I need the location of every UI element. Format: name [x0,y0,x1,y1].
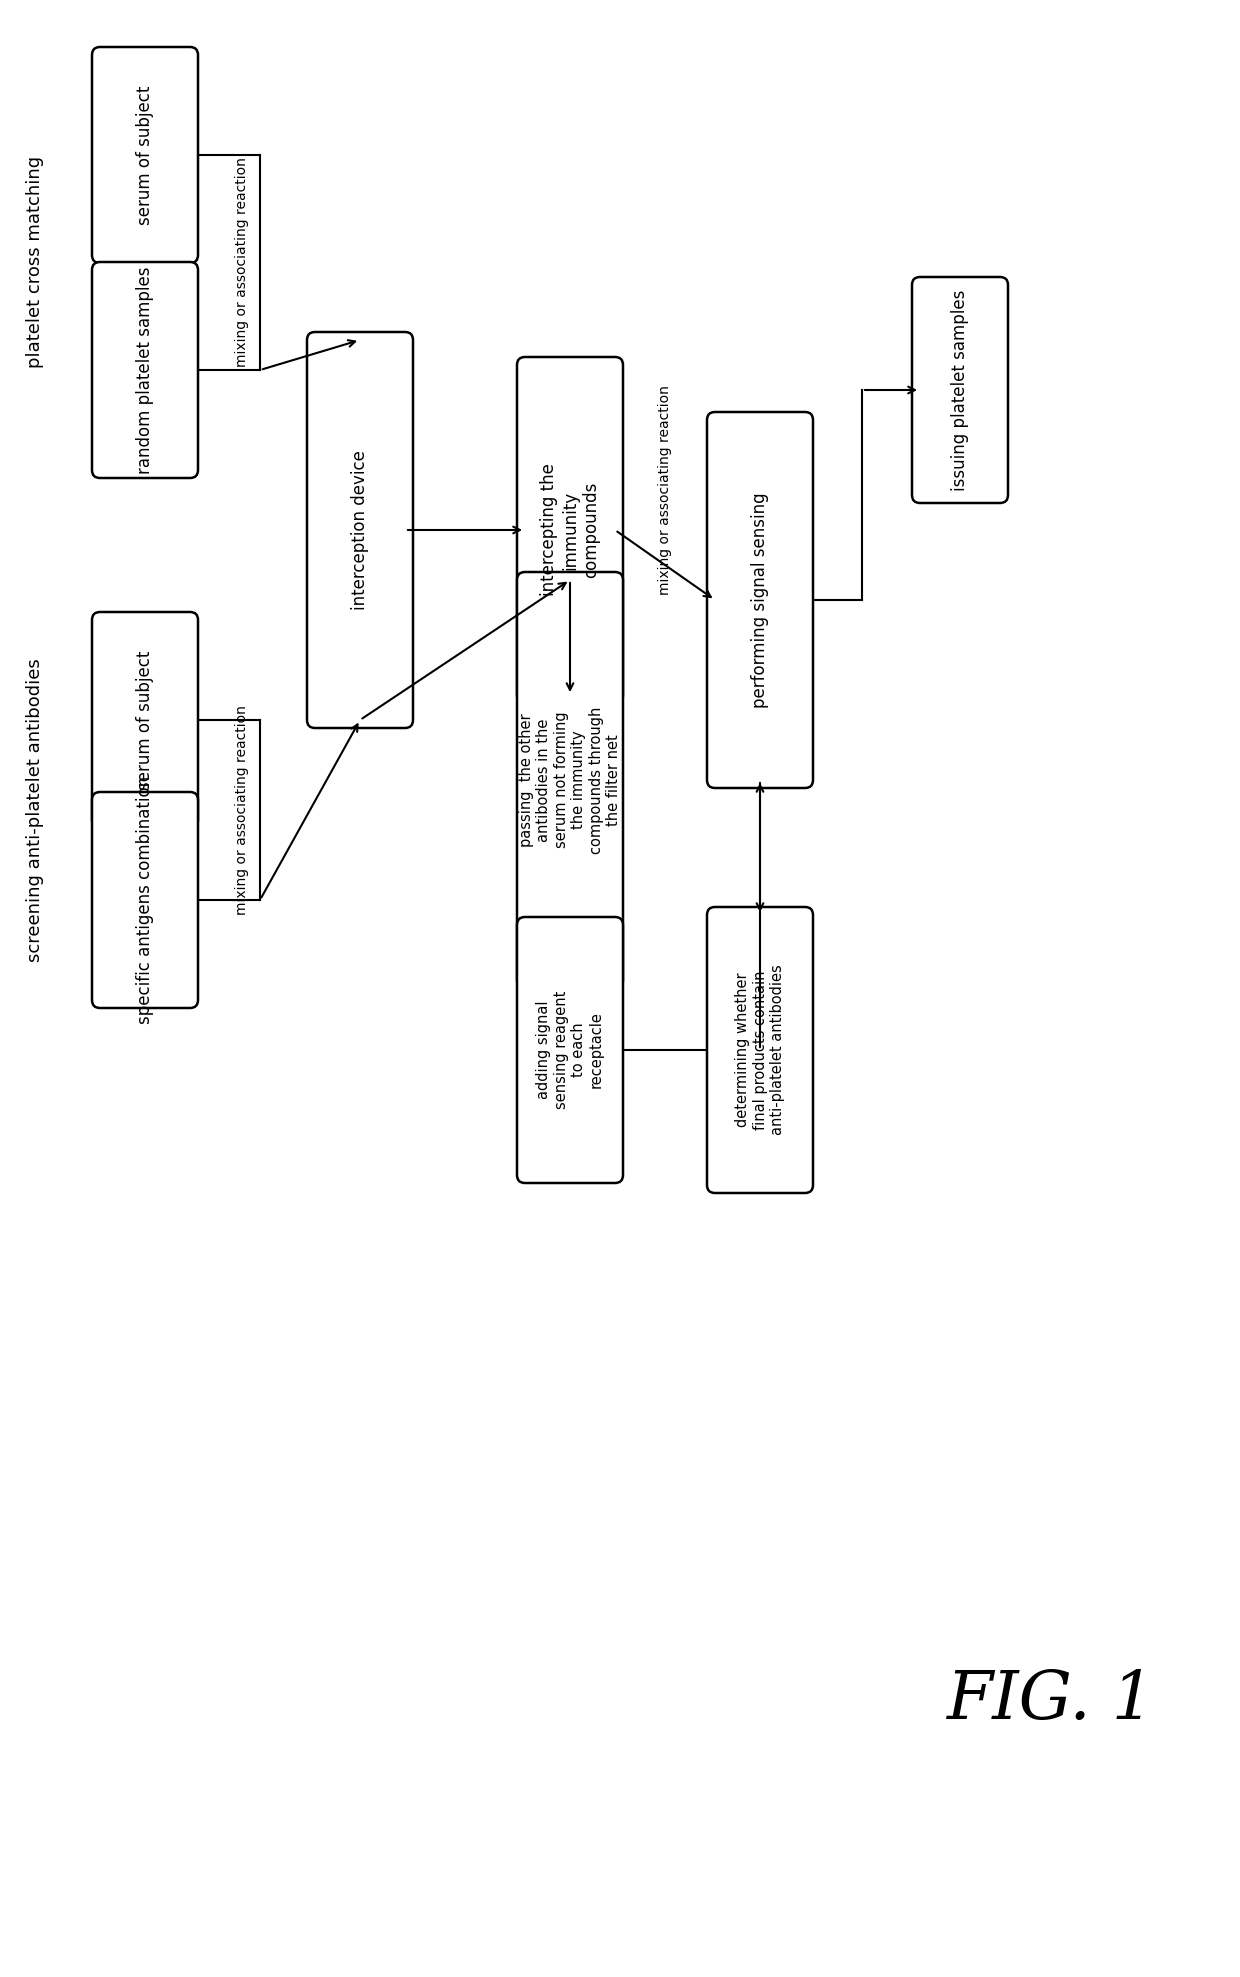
Text: performing signal sensing: performing signal sensing [751,492,769,708]
FancyBboxPatch shape [92,793,198,1008]
Text: mixing or associating reaction: mixing or associating reaction [236,156,249,368]
Text: serum of subject: serum of subject [136,650,154,789]
Text: adding signal
sensing reagent
to each
receptacle: adding signal sensing reagent to each re… [537,990,604,1109]
Text: specific antigens combination: specific antigens combination [136,775,154,1024]
Text: determining whether
final products contain
anti-platelet antibodies: determining whether final products conta… [735,965,785,1135]
FancyBboxPatch shape [308,332,413,728]
FancyBboxPatch shape [517,358,622,704]
Text: serum of subject: serum of subject [136,85,154,225]
Text: interception device: interception device [351,451,370,611]
Text: FIG. 1: FIG. 1 [946,1667,1154,1732]
FancyBboxPatch shape [517,571,622,988]
FancyBboxPatch shape [92,263,198,478]
FancyBboxPatch shape [92,613,198,828]
FancyBboxPatch shape [911,277,1008,502]
Text: screening anti-platelet antibodies: screening anti-platelet antibodies [26,658,43,963]
Text: issuing platelet samples: issuing platelet samples [951,289,968,490]
FancyBboxPatch shape [707,907,813,1192]
FancyBboxPatch shape [707,411,813,789]
Text: platelet cross matching: platelet cross matching [26,156,43,368]
FancyBboxPatch shape [92,47,198,263]
Text: mixing or associating reaction: mixing or associating reaction [658,386,672,595]
Text: random platelet samples: random platelet samples [136,267,154,474]
Text: intercepting the
immunity
compounds: intercepting the immunity compounds [541,463,600,597]
Text: mixing or associating reaction: mixing or associating reaction [236,706,249,915]
FancyBboxPatch shape [517,917,622,1182]
Text: passing  the other
antibodies in the
serum not forming
the immunity
compounds th: passing the other antibodies in the seru… [520,706,621,854]
